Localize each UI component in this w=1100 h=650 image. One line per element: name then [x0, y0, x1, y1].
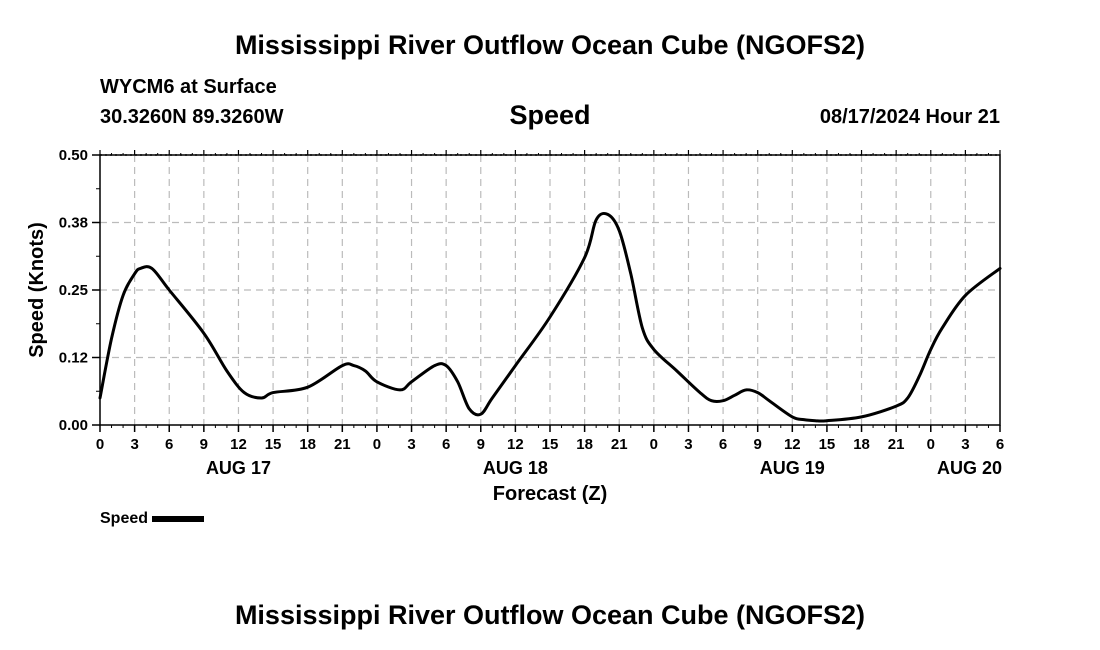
x-tick-label: 3	[407, 436, 415, 453]
x-tick-label: 15	[265, 436, 282, 453]
y-tick-label: 0.50	[59, 147, 88, 164]
date-label: AUG 18	[483, 458, 548, 478]
y-axis-title: Speed (Knots)	[26, 222, 48, 358]
x-tick-label: 6	[996, 436, 1004, 453]
page-title: Mississippi River Outflow Ocean Cube (NG…	[234, 30, 866, 60]
ticks-layer	[92, 150, 1001, 432]
x-tick-label: 9	[477, 436, 485, 453]
x-tick-label: 15	[819, 436, 836, 453]
legend-line-swatch	[152, 516, 205, 522]
x-tick-label: 9	[754, 436, 762, 453]
y-tick-label: 0.25	[59, 282, 88, 299]
speed-series-line	[98, 211, 1002, 423]
x-tick-label: 18	[853, 436, 870, 453]
forecast-issue-time: 08/17/2024 Hour 21	[819, 106, 1000, 128]
x-tick-label: 0	[373, 436, 381, 453]
x-tick-label: 21	[888, 436, 905, 453]
legend: Speed	[100, 510, 205, 528]
date-label: AUG 17	[206, 458, 271, 478]
x-tick-label: 18	[299, 436, 316, 453]
legend-label: Speed	[100, 510, 149, 527]
x-tick-label: 3	[130, 436, 138, 453]
x-tick-label: 9	[200, 436, 208, 453]
x-tick-label: 12	[507, 436, 524, 453]
date-label: AUG 19	[760, 458, 825, 478]
grid-layer	[100, 154, 1000, 425]
x-tick-label: 12	[784, 436, 801, 453]
x-tick-label: 18	[576, 436, 593, 453]
y-tick-label: 0.00	[59, 417, 88, 434]
x-tick-label: 6	[165, 436, 173, 453]
y-tick-label: 0.12	[59, 350, 88, 367]
station-coordinates: 30.3260N 89.3260W	[100, 106, 284, 128]
chart-title: Speed	[509, 100, 591, 130]
x-tick-label: 0	[96, 436, 104, 453]
y-tick-label: 0.38	[59, 215, 88, 232]
x-tick-label: 3	[961, 436, 969, 453]
station-label: WYCM6 at Surface	[100, 76, 277, 98]
x-tick-label: 6	[442, 436, 450, 453]
x-tick-label: 21	[334, 436, 351, 453]
x-tick-label: 3	[684, 436, 692, 453]
date-label: AUG 20	[937, 458, 1002, 478]
x-tick-label: 15	[542, 436, 559, 453]
x-tick-label: 12	[230, 436, 247, 453]
x-tick-label: 0	[650, 436, 658, 453]
page-title-repeat: Mississippi River Outflow Ocean Cube (NG…	[234, 600, 866, 630]
labels-layer: 0 3 6 9 12 15 18 21 0 3 6 9 12 15 18 21 0 3 6 9 12 15 18 21 0 3 6 0…	[59, 147, 1004, 478]
x-tick-label: 21	[611, 436, 628, 453]
x-tick-label: 6	[719, 436, 727, 453]
x-axis-title: Forecast (Z)	[493, 483, 607, 505]
x-tick-label: 0	[927, 436, 935, 453]
